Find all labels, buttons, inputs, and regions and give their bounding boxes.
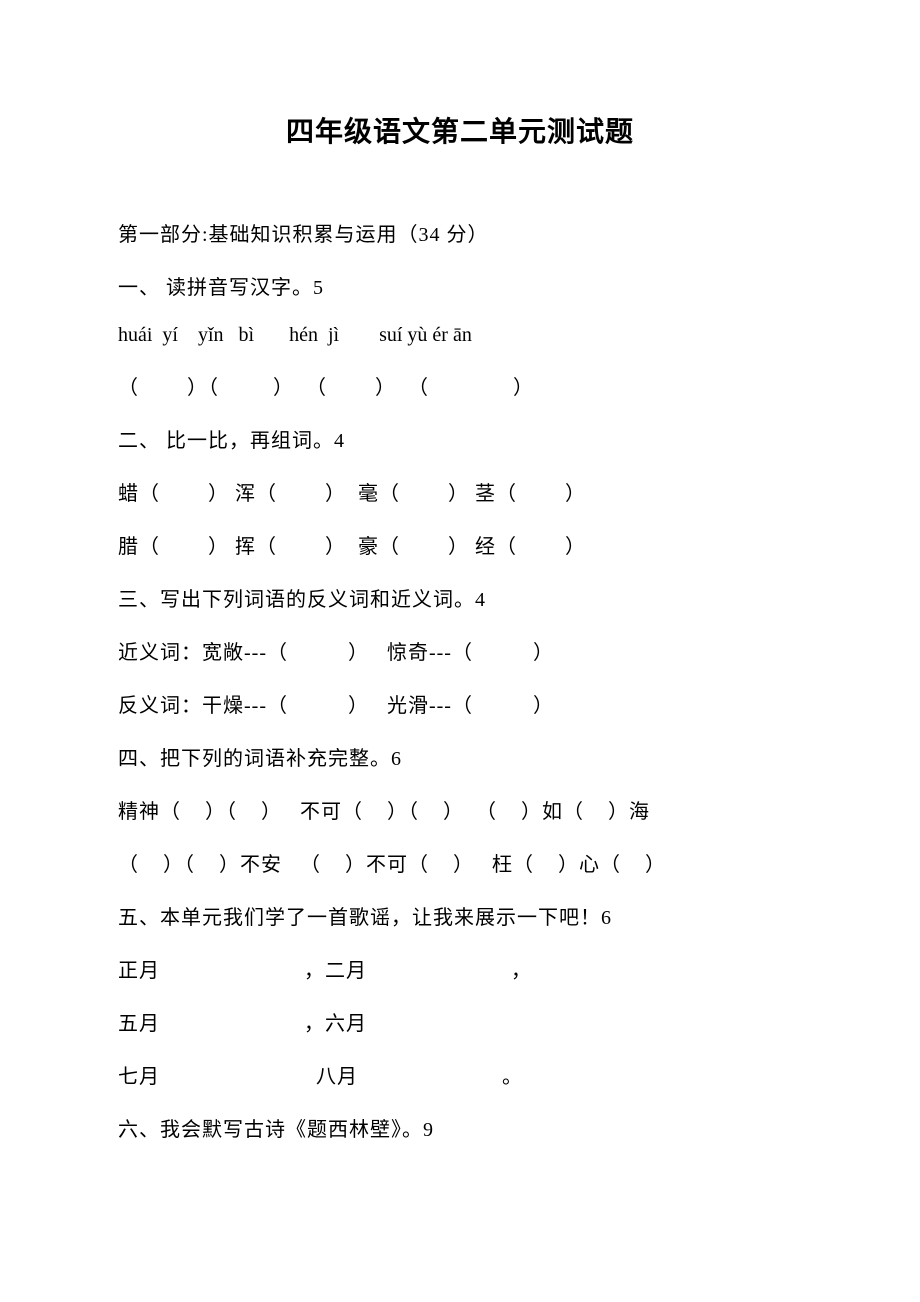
q2-line1: 蜡（ ） 浑（ ） 毫（ ） 茎（ ）: [118, 477, 802, 506]
part1-header: 第一部分:基础知识积累与运用（34 分）: [118, 218, 802, 247]
q2-line2: 腊（ ） 挥（ ） 豪（ ） 经（ ）: [118, 530, 802, 559]
page-title: 四年级语文第二单元测试题: [118, 110, 802, 150]
q3-line1: 近义词：宽敞---（ ） 惊奇---（ ）: [118, 636, 802, 665]
q3-header: 三、写出下列词语的反义词和近义词。4: [118, 583, 802, 612]
q4-line2: （ ）（ ）不安 （ ）不可（ ） 枉（ ）心（ ）: [118, 848, 802, 877]
q5-line3: 七月 八月 。: [118, 1060, 802, 1089]
q3-line2: 反义词：干燥---（ ） 光滑---（ ）: [118, 689, 802, 718]
q4-line1: 精神（ ）（ ） 不可（ ）（ ） （ ）如（ ）海: [118, 795, 802, 824]
q5-line2: 五月 ，六月: [118, 1007, 802, 1036]
q2-header: 二、 比一比，再组词。4: [118, 424, 802, 453]
q1-pinyin: huái yí yǐn bì hén jì suí yù ér ān: [118, 324, 802, 347]
q5-line1: 正月 ，二月 ，: [118, 954, 802, 983]
q4-header: 四、把下列的词语补充完整。6: [118, 742, 802, 771]
q5-header: 五、本单元我们学了一首歌谣，让我来展示一下吧！6: [118, 901, 802, 930]
q1-header: 一、 读拼音写汉字。5: [118, 271, 802, 300]
q1-blanks: （ ）（ ） （ ） （ ）: [118, 371, 802, 400]
q6-header: 六、我会默写古诗《题西林壁》。9: [118, 1113, 802, 1142]
